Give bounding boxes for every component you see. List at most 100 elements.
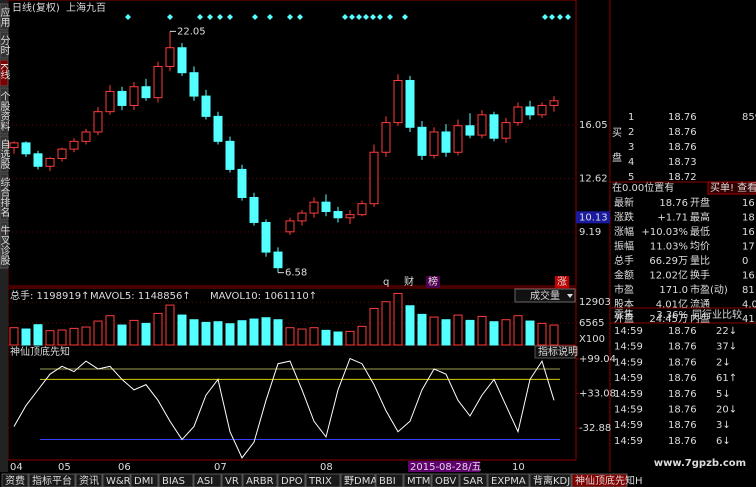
stat-value: 18.76 (659, 198, 688, 209)
y-tick-label: 12.62 (579, 173, 608, 184)
volume-selector[interactable] (514, 288, 576, 303)
bottom-tab[interactable] (130, 473, 159, 487)
signal-diamond (377, 14, 383, 20)
candle-body (405, 79, 415, 128)
bottom-tab[interactable] (459, 473, 488, 487)
stat-value: 16 (742, 227, 755, 238)
signal-diamond (370, 14, 376, 20)
bottom-tab[interactable] (28, 473, 76, 487)
bottom-tab[interactable] (403, 473, 432, 487)
event-marker-box (426, 276, 440, 288)
candle-body (69, 140, 79, 150)
bottom-tab[interactable] (102, 473, 131, 487)
volume-bar (453, 314, 463, 346)
left-tab[interactable] (0, 31, 9, 59)
bottom-tab-label[interactable]: DPO (281, 476, 303, 487)
left-tab-label[interactable]: 牛叉诊股 (0, 224, 10, 266)
signal-diamond (297, 14, 303, 20)
bottom-tab[interactable] (340, 473, 376, 487)
bottom-tab-label[interactable]: ARBR (246, 476, 274, 487)
left-tab-label[interactable]: K线 (0, 63, 10, 80)
bottom-tab-label[interactable]: 资费 (5, 474, 25, 487)
chart-title: 日线(复权) (12, 1, 60, 14)
bottom-tab-label[interactable]: W&R (106, 476, 131, 487)
bottom-tab[interactable] (487, 473, 530, 487)
bottom-tab-label[interactable]: 指标平台 (32, 474, 72, 487)
volume-bar (309, 327, 319, 346)
industry-link[interactable]: 同行业比较 (692, 308, 742, 321)
event-marker[interactable]: 涨 (557, 276, 567, 288)
volume-bar (513, 315, 523, 346)
candle-body (321, 201, 331, 213)
bottom-tab-label[interactable]: VR (225, 476, 239, 487)
bottom-tab[interactable] (375, 473, 404, 487)
volume-bar (57, 329, 67, 346)
stat-value: +1.71 (657, 213, 688, 224)
notice-button-label[interactable]: 买单! 查看详 (710, 181, 756, 194)
trade-time: 14:59 (614, 405, 643, 416)
bottom-tab[interactable] (1, 473, 29, 487)
help-button[interactable] (534, 345, 576, 359)
volume-bar (297, 328, 307, 346)
book-level: 3 (628, 142, 634, 153)
left-tab-label[interactable]: 应用 (0, 6, 10, 28)
signal-diamond (349, 14, 355, 20)
left-tab[interactable] (0, 173, 9, 221)
left-tab[interactable] (0, 59, 9, 87)
bottom-tab[interactable] (75, 473, 103, 487)
left-tab-label[interactable]: 综合排名 (0, 176, 10, 218)
bottom-tab-label[interactable]: MTM (407, 476, 430, 487)
stat-label: 流通 (690, 298, 710, 311)
bottom-tab-label[interactable]: 野DMA (344, 475, 377, 487)
bottom-tab[interactable] (305, 473, 341, 487)
stat-label: 外盘 (614, 312, 634, 325)
indicator-line (13, 357, 555, 459)
left-tab-label[interactable]: 自选股 (0, 138, 10, 170)
event-marker[interactable]: 财 (404, 275, 414, 288)
bottom-tab[interactable] (221, 473, 243, 487)
bottom-tab[interactable] (242, 473, 278, 487)
left-tab[interactable] (0, 221, 9, 269)
book-price: 18.72 (668, 172, 697, 183)
left-tab-label[interactable]: 个股资料 (0, 91, 10, 132)
trade-price: 18.76 (668, 436, 697, 447)
bottom-tab[interactable] (277, 473, 306, 487)
bottom-tab-label[interactable]: 背离KDJ (533, 474, 570, 487)
left-tab[interactable] (0, 3, 9, 31)
stat-value: 171.0 (659, 285, 688, 296)
left-tab[interactable] (0, 87, 9, 135)
volume-selector-label[interactable]: 成交量 (530, 289, 560, 302)
book-level: 4 (628, 157, 634, 168)
bottom-tab-label[interactable]: 神仙顶底先知H (575, 474, 643, 487)
notice-button[interactable] (707, 181, 756, 195)
help-label[interactable]: 指标说明 (538, 345, 578, 358)
bottom-tab[interactable] (158, 473, 194, 487)
bottom-tab-label[interactable]: TRIX (308, 476, 332, 487)
bottom-tab-label[interactable]: OBV (435, 476, 456, 487)
bottom-tab-label[interactable]: EXPMA (491, 476, 526, 487)
candle-body (177, 47, 187, 74)
book-volume: 859 (742, 112, 756, 123)
left-tab-label[interactable]: 分时 (0, 35, 10, 55)
bottom-tab-label[interactable]: BIAS (162, 476, 185, 487)
indicator-title: 神仙顶底先知 (10, 345, 70, 358)
bottom-tab[interactable] (571, 473, 628, 487)
volume-bar (549, 324, 559, 346)
date-label: 2015-08-28/五 (410, 462, 481, 473)
left-tab[interactable] (0, 135, 9, 173)
bottom-tab-label[interactable]: SAR (463, 476, 483, 487)
bottom-tab[interactable] (529, 473, 572, 487)
bottom-tab-label[interactable]: ASI (197, 476, 213, 487)
volume-bar (81, 326, 91, 346)
bottom-tab-label[interactable]: 资讯 (79, 475, 99, 487)
bottom-tab-label[interactable]: BBI (379, 476, 396, 487)
bottom-tab[interactable] (431, 473, 460, 487)
candle-body (453, 125, 463, 153)
event-marker[interactable]: 榜 (428, 275, 438, 288)
event-marker[interactable]: q (383, 277, 389, 288)
bottom-tab[interactable] (193, 473, 222, 487)
trade-volume: 20↓ (716, 405, 737, 416)
bottom-tab-label[interactable]: DMI (134, 476, 153, 487)
trade-price: 18.76 (668, 405, 697, 416)
volume-bar (429, 316, 439, 346)
